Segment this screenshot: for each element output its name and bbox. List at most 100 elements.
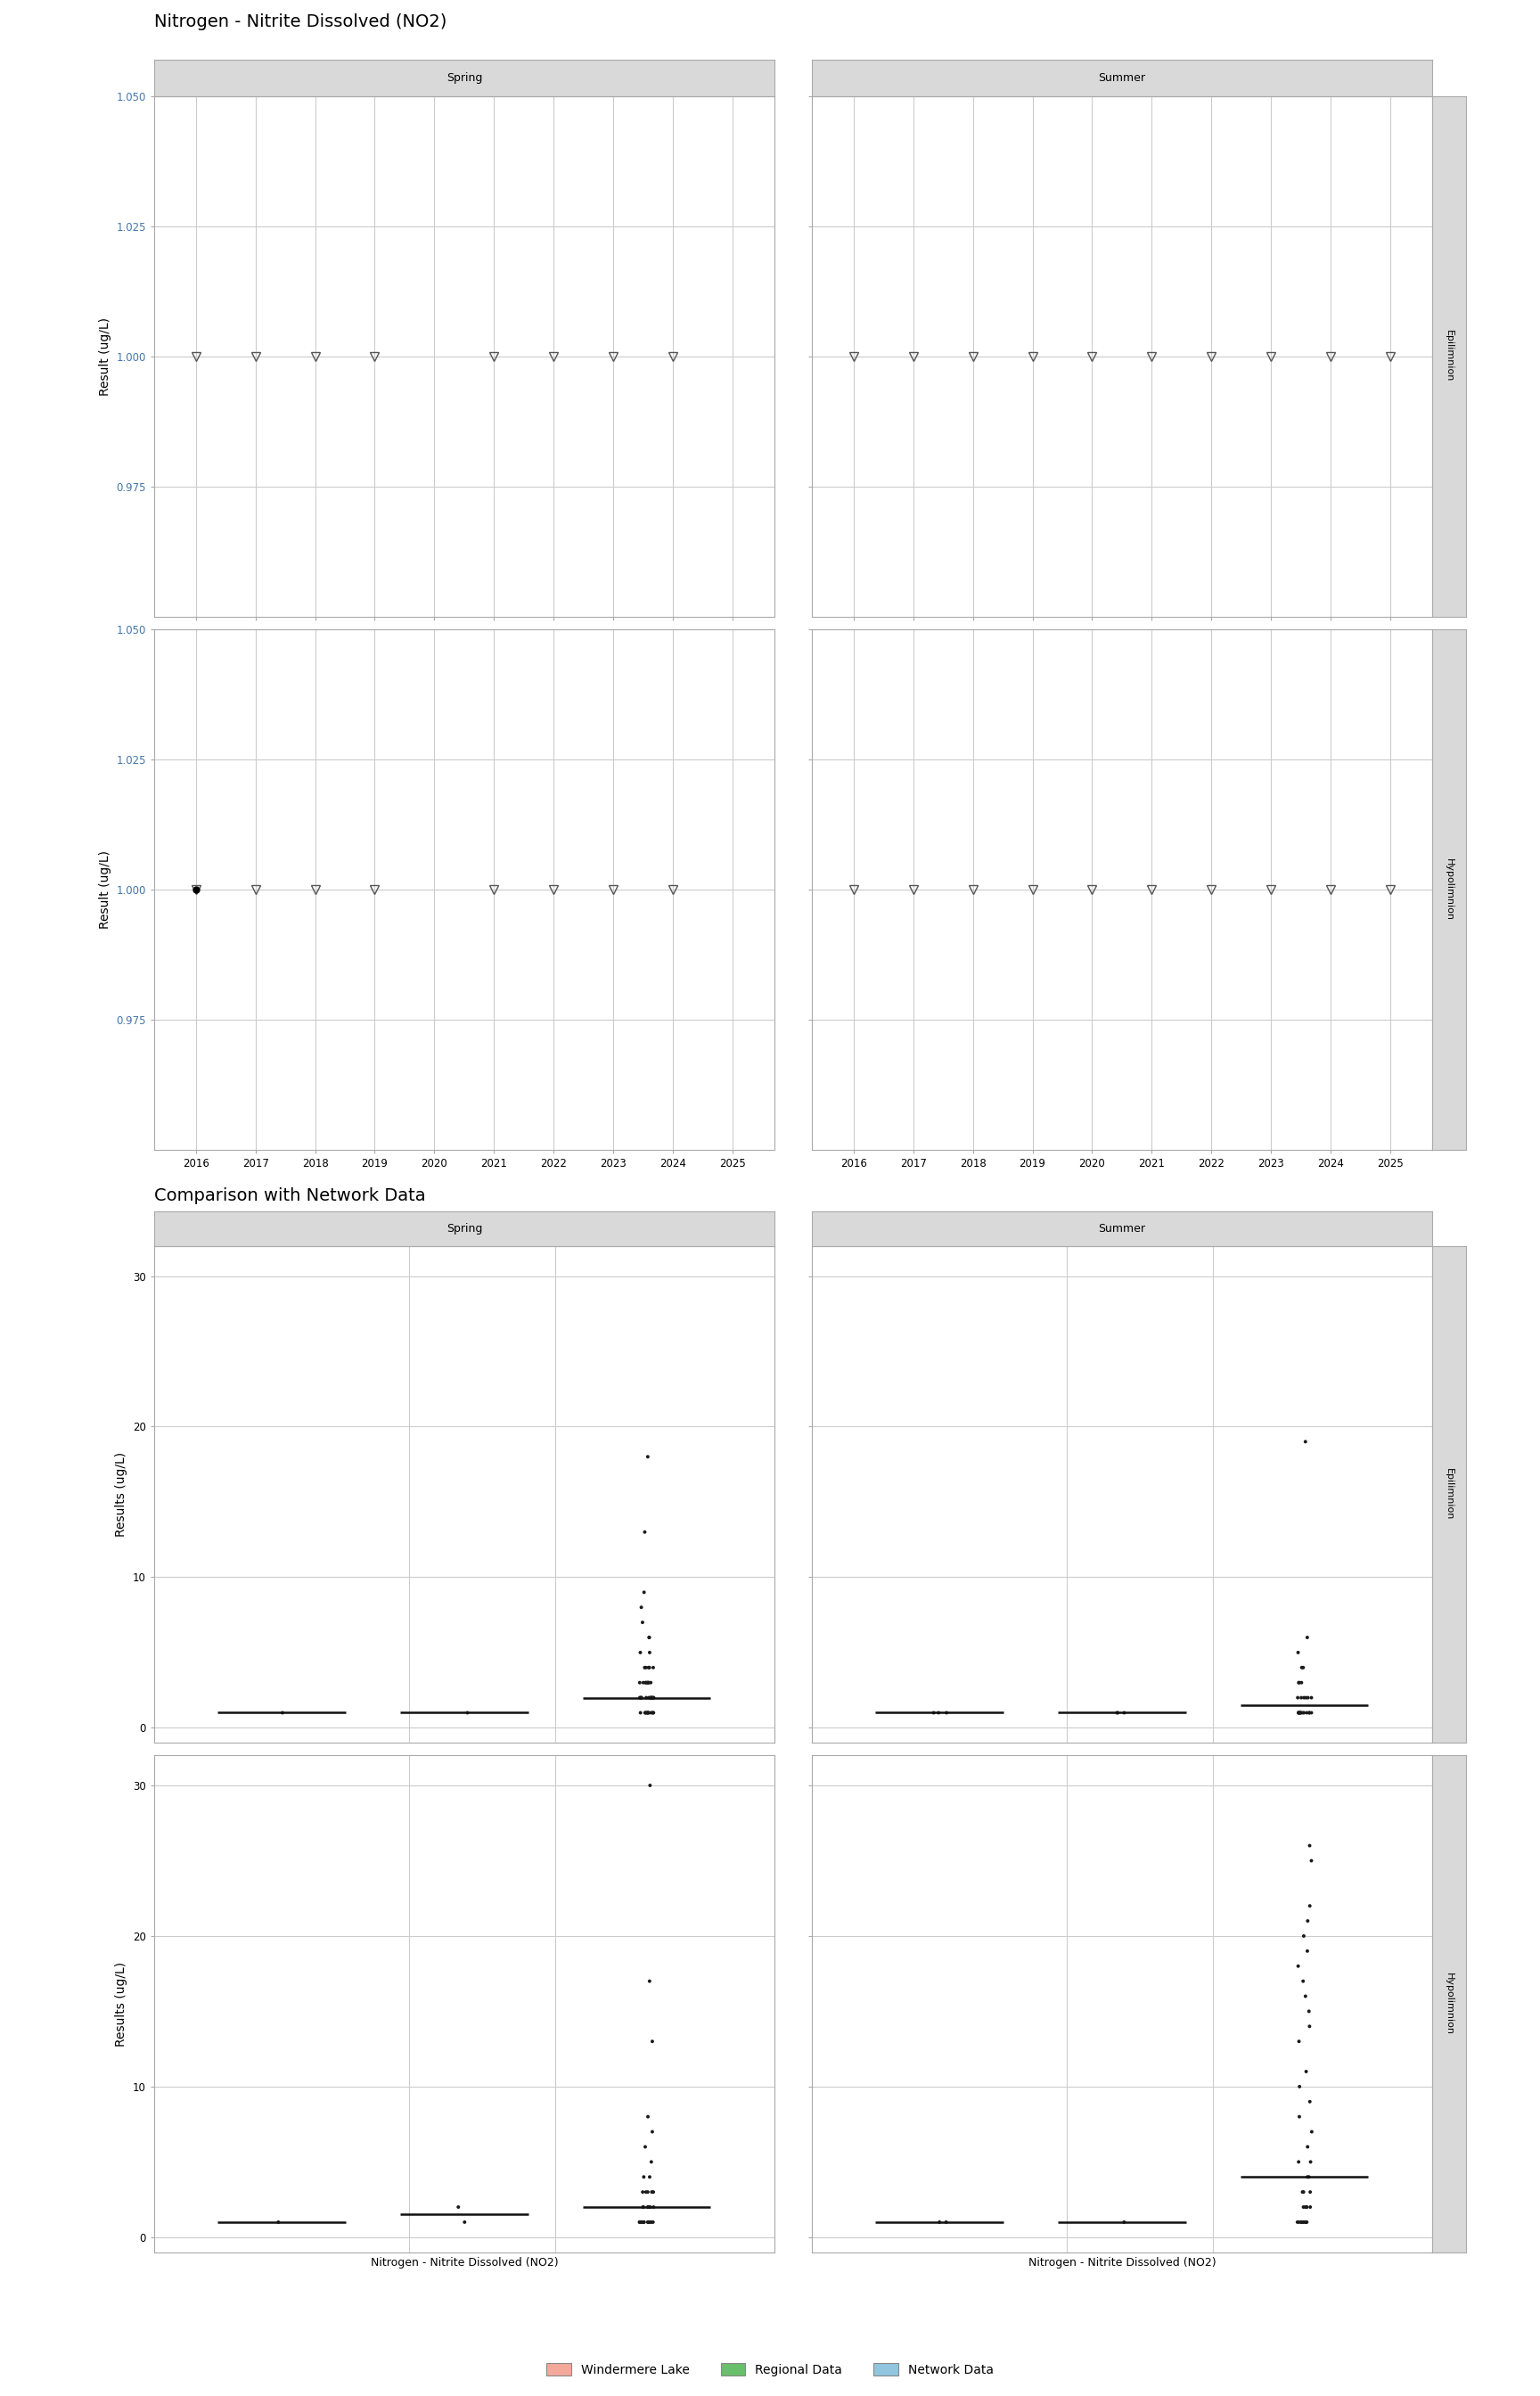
Point [636, 1680, 661, 1718]
Point [628, 1694, 653, 1732]
Point [1297, 1826, 1321, 1864]
Point [639, 2173, 664, 2212]
Point [1294, 2202, 1318, 2240]
Point [634, 1694, 659, 1732]
Point [1298, 2082, 1323, 2120]
X-axis label: Nitrogen - Nitrite Dissolved (NO2): Nitrogen - Nitrite Dissolved (NO2) [1029, 2257, 1215, 2269]
Point [639, 1663, 664, 1701]
Point [638, 1634, 662, 1672]
Point [1286, 1694, 1311, 1732]
Point [1300, 1694, 1324, 1732]
Point [641, 1680, 665, 1718]
Point [1297, 1991, 1321, 2029]
Point [631, 2188, 656, 2226]
Point [638, 1617, 662, 1656]
Point [1287, 1694, 1312, 1732]
Point [627, 2202, 651, 2240]
Point [1300, 2113, 1324, 2152]
Point [1286, 1948, 1311, 1986]
Point [1297, 2008, 1321, 2046]
Point [933, 2202, 958, 2240]
Point [633, 1512, 658, 1550]
Point [638, 2202, 662, 2240]
Point [1286, 2022, 1311, 2061]
Legend: Windermere Lake, Regional Data, Network Data: Windermere Lake, Regional Data, Network … [541, 2358, 999, 2382]
Point [641, 1648, 665, 1687]
Point [1287, 1694, 1312, 1732]
Point [454, 1694, 479, 1732]
Point [630, 2202, 654, 2240]
Point [927, 2202, 952, 2240]
Point [266, 2202, 291, 2240]
Point [633, 1648, 658, 1687]
Point [641, 2113, 665, 2152]
Point [1300, 1843, 1324, 1881]
Point [1294, 1423, 1318, 1462]
Point [1292, 1694, 1317, 1732]
Point [631, 2188, 656, 2226]
Point [1291, 2173, 1315, 2212]
Point [1295, 1617, 1320, 1656]
Point [639, 1680, 664, 1718]
Point [634, 1663, 659, 1701]
Point [641, 1694, 665, 1732]
Point [628, 2202, 653, 2240]
Point [641, 2173, 665, 2212]
Point [1292, 1917, 1317, 1955]
Point [1286, 1694, 1311, 1732]
Point [1298, 2173, 1323, 2212]
Point [628, 1634, 653, 1672]
Point [636, 1694, 661, 1732]
Point [1112, 2202, 1137, 2240]
Point [1294, 1680, 1318, 1718]
Point [636, 1694, 661, 1732]
Point [636, 2096, 661, 2135]
Point [1295, 2159, 1320, 2197]
Point [1294, 2053, 1318, 2092]
Point [1106, 1694, 1130, 1732]
Point [1286, 2142, 1311, 2180]
Point [1295, 2128, 1320, 2166]
Point [638, 2159, 662, 2197]
Point [1287, 2068, 1312, 2106]
Point [1289, 1680, 1314, 1718]
Point [1289, 1648, 1314, 1687]
Point [631, 2159, 656, 2197]
Point [633, 1694, 658, 1732]
Point [633, 2128, 658, 2166]
Point [1294, 2202, 1318, 2240]
Point [1294, 2188, 1318, 2226]
Point [1104, 1694, 1129, 1732]
Point [1289, 1694, 1314, 1732]
Point [636, 2202, 661, 2240]
Point [627, 1663, 651, 1701]
Point [641, 2022, 665, 2061]
Point [1291, 2202, 1315, 2240]
Point [633, 2173, 658, 2212]
Y-axis label: Result (ug/L): Result (ug/L) [99, 851, 111, 930]
Point [1294, 2188, 1318, 2226]
Point [638, 1766, 662, 1804]
Point [447, 2188, 471, 2226]
Point [270, 1694, 294, 1732]
Point [636, 1663, 661, 1701]
Point [636, 2188, 661, 2226]
Point [1291, 2188, 1315, 2226]
Point [1295, 1680, 1320, 1718]
Point [633, 1694, 658, 1732]
X-axis label: Nitrogen - Nitrite Dissolved (NO2): Nitrogen - Nitrite Dissolved (NO2) [371, 2257, 557, 2269]
Point [1294, 2202, 1318, 2240]
Point [921, 1694, 946, 1732]
Point [1295, 1931, 1320, 1970]
Point [1289, 1694, 1314, 1732]
Point [638, 2202, 662, 2240]
Point [1284, 2202, 1309, 2240]
Point [1295, 2202, 1320, 2240]
Point [634, 1694, 659, 1732]
Point [639, 1680, 664, 1718]
Point [636, 1663, 661, 1701]
Point [1295, 1902, 1320, 1941]
Point [636, 2202, 661, 2240]
Point [630, 2173, 654, 2212]
Point [628, 1589, 653, 1627]
